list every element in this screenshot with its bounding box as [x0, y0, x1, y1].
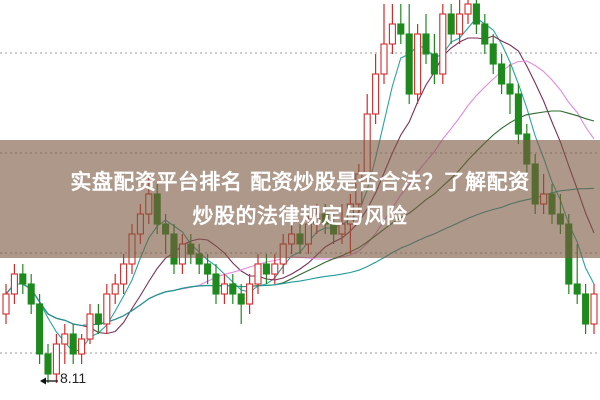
candle-body — [464, 3, 472, 15]
candle-body — [481, 23, 489, 45]
candle-body — [94, 313, 102, 325]
candle-body — [86, 313, 94, 340]
candle-body — [111, 283, 119, 295]
candle — [464, 0, 472, 24]
low-price-label: 8.11 — [60, 370, 87, 386]
candle — [414, 24, 422, 104]
candle — [372, 54, 380, 124]
candle — [380, 4, 388, 84]
candle — [52, 334, 60, 383]
candle-body — [61, 333, 69, 345]
candle-body — [372, 73, 380, 115]
candle — [2, 284, 10, 324]
candle — [489, 34, 497, 74]
candle — [246, 274, 254, 314]
candle-body — [397, 23, 405, 35]
candle — [27, 274, 35, 314]
candle-body — [573, 283, 581, 295]
candle — [44, 344, 52, 383]
candle-body — [590, 293, 598, 325]
candle — [271, 254, 279, 284]
candle-body — [19, 273, 27, 285]
candle-body — [430, 53, 438, 75]
candle — [204, 254, 212, 284]
candle-body — [220, 283, 228, 295]
candle-body — [514, 93, 522, 135]
candle-body — [44, 353, 52, 375]
candle-body — [472, 3, 480, 25]
candle-body — [422, 33, 430, 55]
candle — [10, 264, 18, 304]
candle-body — [405, 33, 413, 95]
candle-body — [229, 283, 237, 295]
candle — [397, 4, 405, 44]
candle — [456, 0, 464, 44]
candle — [78, 334, 86, 364]
title-line-1: 实盘配资平台排名 配资炒股是否合法？了解配资 — [70, 170, 530, 194]
candle — [590, 284, 598, 334]
candle-body — [246, 283, 254, 305]
candle — [19, 264, 27, 294]
candle-body — [498, 63, 506, 85]
candle-body — [103, 293, 111, 325]
candle — [103, 284, 111, 334]
candle — [120, 254, 128, 294]
candle — [111, 274, 119, 304]
candle-body — [388, 23, 396, 45]
candle — [212, 264, 220, 304]
low-arrow-icon — [40, 377, 58, 385]
candle — [422, 14, 430, 64]
candle — [506, 64, 514, 114]
candle — [388, 4, 396, 54]
candle — [447, 4, 455, 44]
candle-body — [506, 83, 514, 95]
candle — [237, 284, 245, 324]
candle-body — [414, 33, 422, 95]
candle-body — [489, 43, 497, 65]
candle — [405, 4, 413, 104]
candle-body — [254, 263, 262, 285]
candle — [514, 84, 522, 144]
candle — [498, 54, 506, 94]
ma10-line — [5, 35, 595, 335]
candle — [439, 4, 447, 84]
candle — [481, 14, 489, 54]
candle-body — [2, 293, 10, 315]
candle — [262, 254, 270, 284]
candle — [472, 0, 480, 34]
candle-body — [271, 263, 279, 275]
candle-body — [204, 263, 212, 275]
candle-body — [380, 43, 388, 75]
title-line-2: 炒股的法律规定与风险 — [192, 204, 408, 228]
candle — [254, 254, 262, 294]
candle — [582, 284, 590, 334]
candle — [61, 324, 69, 364]
candle-body — [456, 13, 464, 35]
candle-body — [10, 273, 18, 295]
candle-body — [439, 13, 447, 75]
candle — [220, 274, 228, 304]
candle — [86, 304, 94, 344]
candle — [229, 274, 237, 304]
candle-body — [120, 263, 128, 285]
candle-body — [69, 333, 77, 355]
candle-body — [212, 273, 220, 295]
candle — [430, 34, 438, 84]
candle-body — [237, 293, 245, 305]
candle-body — [582, 293, 590, 325]
candle-body — [447, 13, 455, 35]
candle-body — [262, 263, 270, 275]
candle-body — [27, 283, 35, 305]
candle — [36, 294, 44, 364]
candle-body — [36, 303, 44, 355]
candle-body — [52, 343, 60, 375]
candle — [69, 324, 77, 364]
candle-body — [78, 338, 86, 355]
title-banner: 实盘配资平台排名 配资炒股是否合法？了解配资 炒股的法律规定与风险 — [0, 140, 600, 258]
candle — [94, 304, 102, 334]
